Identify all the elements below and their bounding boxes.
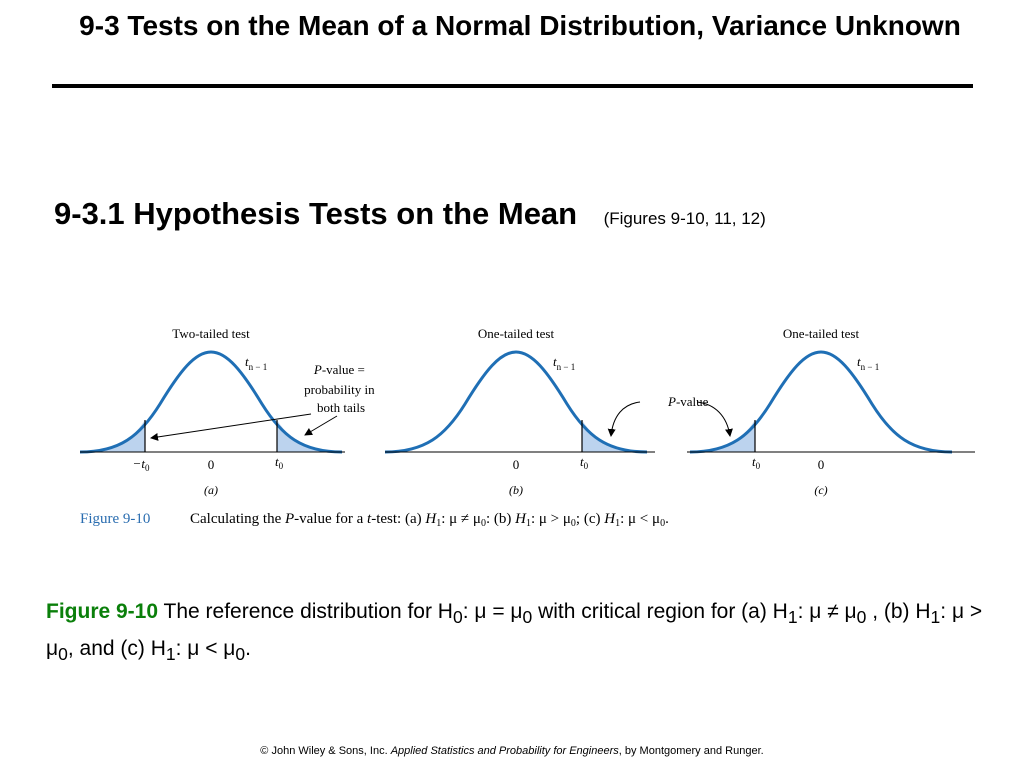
panel-c-zero-tick: 0 bbox=[818, 457, 825, 472]
caption-sub: 1 bbox=[165, 644, 176, 665]
panel-c-distribution-label: tn − 1 bbox=[857, 354, 879, 372]
footer-suffix: , by Montgomery and Runger. bbox=[618, 745, 764, 757]
panel-a-arrow-right bbox=[304, 415, 338, 436]
panel-a-letter: (a) bbox=[204, 483, 218, 497]
panel-b-zero-tick: 0 bbox=[513, 457, 520, 472]
caption-sub: 0 bbox=[856, 607, 867, 628]
panel-b-right-tail bbox=[582, 420, 647, 452]
panel-b-distribution-label: tn − 1 bbox=[553, 354, 575, 372]
section-heading: 9-3.1 Hypothesis Tests on the Mean (Figu… bbox=[54, 196, 766, 232]
panel-a-zero-tick: 0 bbox=[208, 457, 215, 472]
figure-caption-label: Figure 9-10 bbox=[80, 511, 150, 527]
panel-a-arrow-left bbox=[150, 413, 312, 441]
pvalue-arrow-right bbox=[696, 401, 733, 437]
caption-sub: 0 bbox=[452, 607, 463, 628]
caption-sub: 0 bbox=[522, 607, 533, 628]
figure-9-10: Two-tailed test tn − 1 P-value = probabi… bbox=[75, 316, 985, 536]
pvalue-label: P-value bbox=[667, 394, 709, 409]
panel-a-heading: Two-tailed test bbox=[172, 326, 250, 341]
caption-sub: 1 bbox=[787, 607, 798, 628]
panel-a: Two-tailed test tn − 1 P-value = probabi… bbox=[79, 326, 378, 497]
caption-text: The reference distribution for H bbox=[158, 600, 453, 623]
title-rule bbox=[52, 84, 973, 88]
figure-caption: Figure 9-10 Calculating the P-value for … bbox=[80, 511, 669, 529]
footer-credit: © John Wiley & Sons, Inc. Applied Statis… bbox=[0, 745, 1024, 757]
caption-text: : μ > μ bbox=[46, 600, 983, 661]
section-heading-subtitle: (Figures 9-10, 11, 12) bbox=[603, 209, 766, 228]
panel-c-heading: One-tailed test bbox=[783, 326, 860, 341]
panel-a-right-tail bbox=[277, 420, 342, 452]
panel-a-right-tick: t0 bbox=[275, 454, 284, 471]
panel-c-left-tail bbox=[690, 420, 755, 452]
caption-text: with critical region for (a) H bbox=[532, 600, 788, 623]
panel-b-curve bbox=[384, 350, 648, 454]
panel-b: One-tailed test tn − 1 0 t0 (b) bbox=[384, 326, 655, 497]
caption-sub: 0 bbox=[235, 644, 246, 665]
caption-sub: 1 bbox=[930, 607, 941, 628]
panel-c-letter: (c) bbox=[814, 483, 827, 497]
panel-a-curve bbox=[79, 350, 343, 454]
footer-prefix: © John Wiley & Sons, Inc. bbox=[260, 745, 391, 757]
pvalue-arrow-left bbox=[607, 401, 641, 437]
panel-a-callout: P-value = probability in both tails bbox=[304, 362, 378, 415]
caption-text: . bbox=[245, 637, 251, 661]
panel-b-letter: (b) bbox=[509, 483, 523, 497]
panel-c-curve bbox=[689, 350, 953, 454]
panel-a-left-tail bbox=[80, 420, 145, 452]
pvalue-callout: P-value bbox=[607, 394, 733, 437]
slide-caption: Figure 9-10 The reference distribution f… bbox=[46, 596, 996, 670]
caption-text: : μ < μ bbox=[175, 637, 236, 661]
panel-c: One-tailed test tn − 1 t0 0 (c) bbox=[687, 326, 975, 497]
footer-book-title: Applied Statistics and Probability for E… bbox=[390, 745, 619, 757]
caption-sub: 0 bbox=[58, 644, 68, 665]
panel-b-heading: One-tailed test bbox=[478, 326, 555, 341]
figure-caption-text: Calculating the P-value for a t-test: (a… bbox=[190, 511, 669, 529]
panel-a-distribution-label: tn − 1 bbox=[245, 354, 267, 372]
caption-text: , and (c) H bbox=[67, 637, 166, 661]
caption-figure-label: Figure 9-10 bbox=[46, 600, 159, 623]
section-heading-main: 9-3.1 Hypothesis Tests on the Mean bbox=[54, 196, 578, 231]
panel-c-left-tick: t0 bbox=[752, 454, 761, 471]
slide-title: 9-3 Tests on the Mean of a Normal Distri… bbox=[79, 10, 961, 41]
caption-text: , (b) H bbox=[866, 600, 931, 623]
caption-text: : μ = μ bbox=[462, 600, 523, 623]
caption-text: : μ ≠ μ bbox=[797, 600, 857, 623]
panel-b-right-tick: t0 bbox=[580, 454, 589, 471]
panel-a-left-tick: −t0 bbox=[133, 456, 150, 473]
